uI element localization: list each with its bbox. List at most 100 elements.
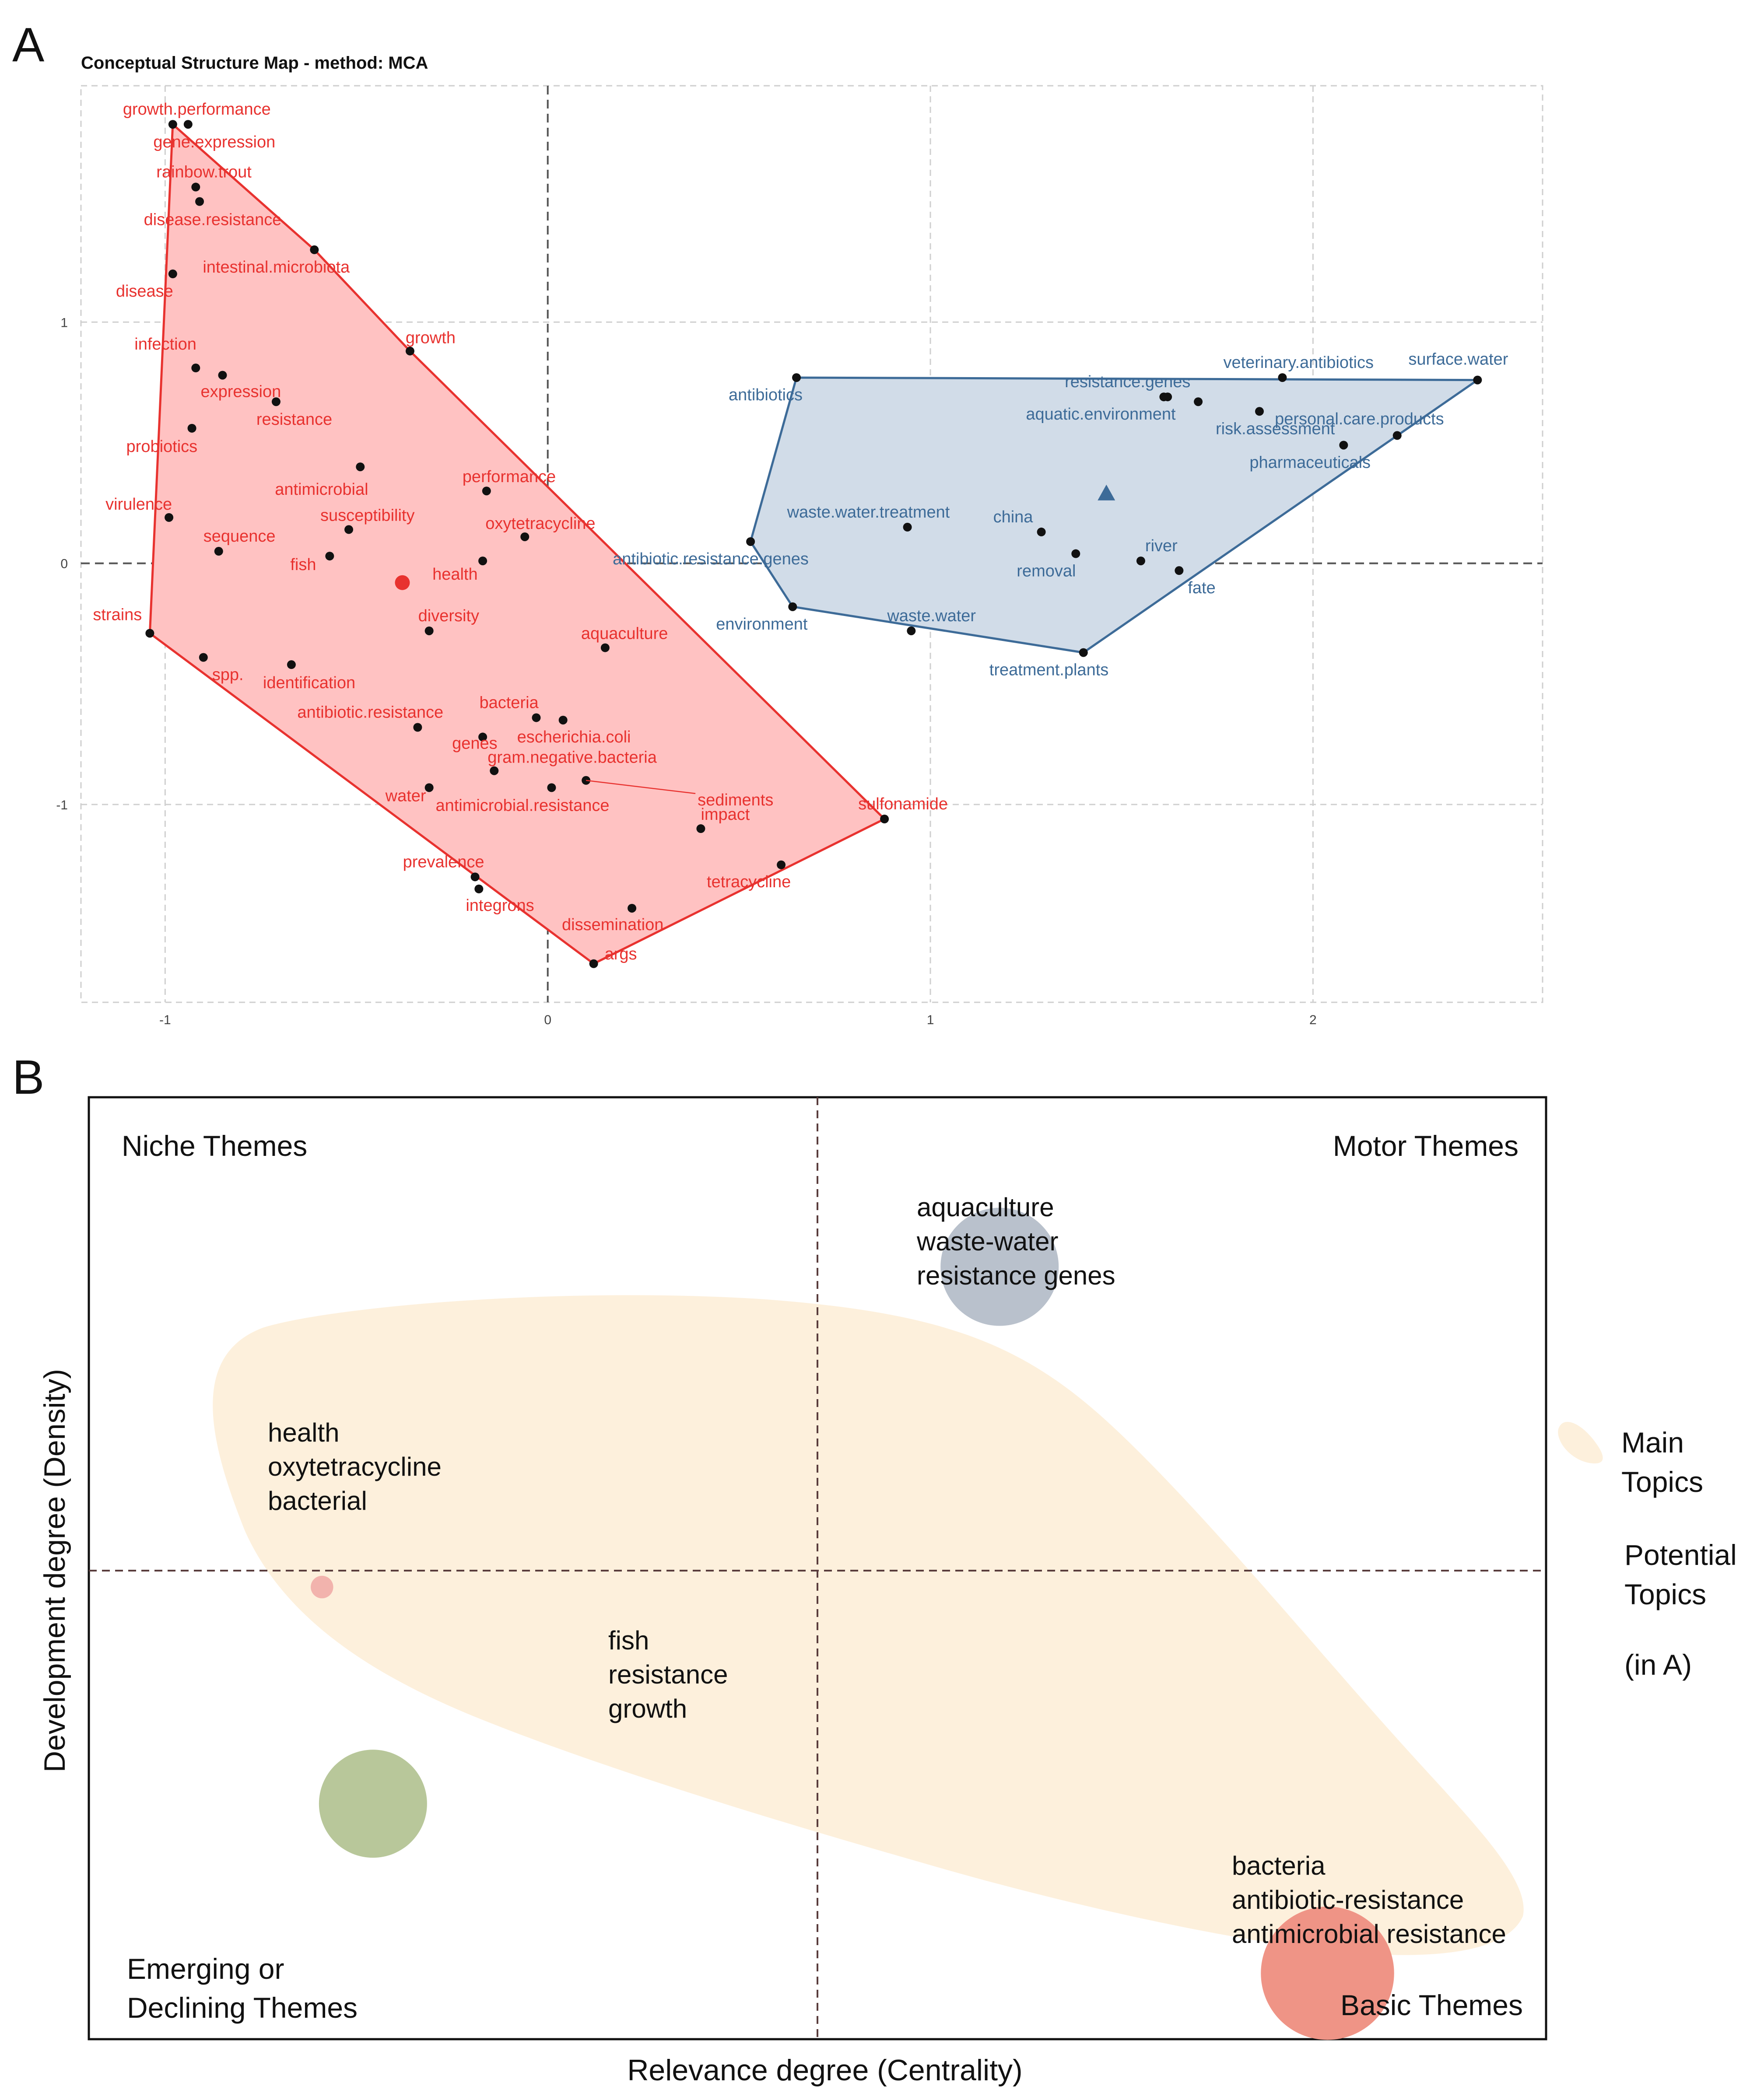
- legend-potential-line2: Topics: [1624, 1578, 1706, 1610]
- label-args: args: [605, 945, 637, 963]
- quadrant-emerging-line1: Emerging or: [127, 1953, 284, 1985]
- chart-a-labels: growth.performance gene.expression rainbow…: [93, 100, 1508, 963]
- label-identification: identification: [263, 674, 355, 692]
- label-susceptibility: susceptibility: [320, 506, 414, 525]
- point-susceptibility: [344, 525, 354, 534]
- label-antimicrobial: antimicrobial: [275, 480, 368, 499]
- point-risk-assessment: [1255, 407, 1264, 416]
- label-china: china: [993, 508, 1034, 526]
- theme-label-aquaculture: aquaculture: [917, 1193, 1054, 1222]
- label-resistance-genes: resistance.genes: [1065, 373, 1190, 391]
- point-antimicrobial-resistance: [547, 783, 556, 792]
- quadrant-basic-themes: Basic Themes: [1340, 1989, 1523, 2021]
- label-tetracycline: tetracycline: [707, 873, 791, 891]
- label-prevalence: prevalence: [403, 853, 484, 871]
- point-antibiotics: [792, 373, 801, 382]
- point-resistance: [271, 397, 281, 406]
- point-surface-water-pt: [1392, 431, 1402, 440]
- point-fish: [325, 552, 334, 561]
- label-sequence: sequence: [203, 527, 276, 546]
- sediments-leader-line: [586, 780, 696, 794]
- legend-main-topics-line2: Topics: [1621, 1466, 1703, 1498]
- label-waste-water-treatment: waste.water.treatment: [787, 503, 950, 522]
- label-genes: genes: [452, 735, 498, 753]
- point-genes: [478, 732, 487, 742]
- point-growth-performance: [168, 120, 177, 129]
- theme-label-health: health: [268, 1418, 339, 1447]
- cluster-1-centroid: [395, 575, 410, 590]
- point-fate: [1175, 566, 1184, 575]
- point-antibiotic-resistance: [413, 723, 422, 732]
- label-infection: infection: [134, 335, 196, 354]
- theme-label-waste-water: waste-water: [916, 1227, 1058, 1256]
- point-disease-resistance: [195, 197, 204, 206]
- point-escherichia-coli: [558, 715, 568, 724]
- theme-label-antibiotic-resistance: antibiotic-resistance: [1232, 1885, 1464, 1914]
- label-sulfonamide: sulfonamide: [858, 795, 948, 813]
- point-integrons: [474, 884, 484, 893]
- label-integrons: integrons: [466, 896, 534, 915]
- label-health: health: [432, 565, 478, 584]
- chart-a-y-tick-label: 1: [60, 315, 68, 330]
- point-gene-expression: [183, 120, 193, 129]
- point-china: [1037, 527, 1046, 536]
- point-probiotics: [187, 424, 196, 433]
- chart-a-y-tick-label: -1: [56, 798, 68, 812]
- theme-bubble-bacteria: [1261, 1907, 1394, 2040]
- chart-a-hulls: [148, 123, 1479, 965]
- label-fate: fate: [1188, 579, 1215, 597]
- potential-topics-region: [213, 1295, 1524, 1955]
- theme-label-fish: fish: [608, 1626, 649, 1655]
- point-strains: [145, 629, 154, 638]
- label-environment: environment: [716, 615, 808, 634]
- theme-bubble-aquaculture: [940, 1208, 1059, 1326]
- label-aquaculture: aquaculture: [581, 625, 668, 643]
- label-expression: expression: [201, 383, 281, 401]
- label-gram-negative-bacteria: gram.negative.bacteria: [487, 749, 657, 767]
- label-disease-resistance: disease.resistance: [144, 211, 282, 229]
- point-infection: [191, 364, 200, 373]
- point-treatment-plants: [1079, 648, 1088, 657]
- label-disease: disease: [116, 282, 173, 301]
- label-performance: performance: [463, 468, 556, 486]
- label-rainbow-trout: rainbow.trout: [156, 163, 252, 182]
- point-tetracycline: [777, 860, 786, 869]
- label-probiotics: probiotics: [126, 438, 198, 456]
- chart-a-title: Conceptual Structure Map - method: MCA: [81, 53, 428, 73]
- label-resistance: resistance: [256, 410, 332, 429]
- theme-label-resistance: resistance: [608, 1660, 728, 1689]
- quadrant-niche-themes: Niche Themes: [122, 1130, 307, 1162]
- point-sulfonamide: [880, 815, 889, 823]
- panel-a: A Conceptual Structure Map - method: MCA…: [12, 18, 1543, 1027]
- label-impact: impact: [701, 805, 750, 824]
- point-waste-water-treatment: [903, 522, 912, 532]
- theme-label-growth: growth: [608, 1694, 687, 1723]
- label-escherichia-coli: escherichia.coli: [517, 728, 631, 746]
- label-oxytetracycline: oxytetracycline: [485, 514, 595, 533]
- label-pharmaceuticals: pharmaceuticals: [1249, 453, 1371, 472]
- point-growth: [405, 346, 414, 356]
- chart-a-x-tick-label: 0: [544, 1013, 551, 1027]
- theme-label-oxytetracycline: oxytetracycline: [268, 1452, 442, 1481]
- chart-a-points: [145, 120, 1482, 968]
- label-spp: spp.: [212, 666, 244, 684]
- chart-a-x-tick-label: 1: [927, 1013, 934, 1027]
- point-rainbow-trout: [191, 182, 200, 192]
- point-antibiotic-resistance-genes: [746, 537, 755, 546]
- point-waste-water: [907, 626, 916, 635]
- point-removal: [1071, 549, 1080, 558]
- label-dissemination: dissemination: [562, 916, 663, 934]
- label-removal: removal: [1017, 562, 1076, 581]
- label-antibiotics: antibiotics: [729, 386, 803, 404]
- point-aquatic-environment: [1159, 392, 1168, 402]
- point-sequence: [214, 547, 223, 556]
- chart-a-x-tick-label: 2: [1309, 1013, 1317, 1027]
- panel-a-letter: A: [12, 18, 45, 72]
- chart-b-y-axis-label: Development degree (Density): [38, 1369, 71, 1772]
- theme-label-bacteria: bacteria: [1232, 1851, 1326, 1880]
- point-pharmaceuticals: [1339, 441, 1348, 450]
- point-water: [424, 783, 434, 792]
- chart-b-x-axis-label: Relevance degree (Centrality): [627, 2054, 1022, 2087]
- point-personal-care-products: [1194, 397, 1203, 406]
